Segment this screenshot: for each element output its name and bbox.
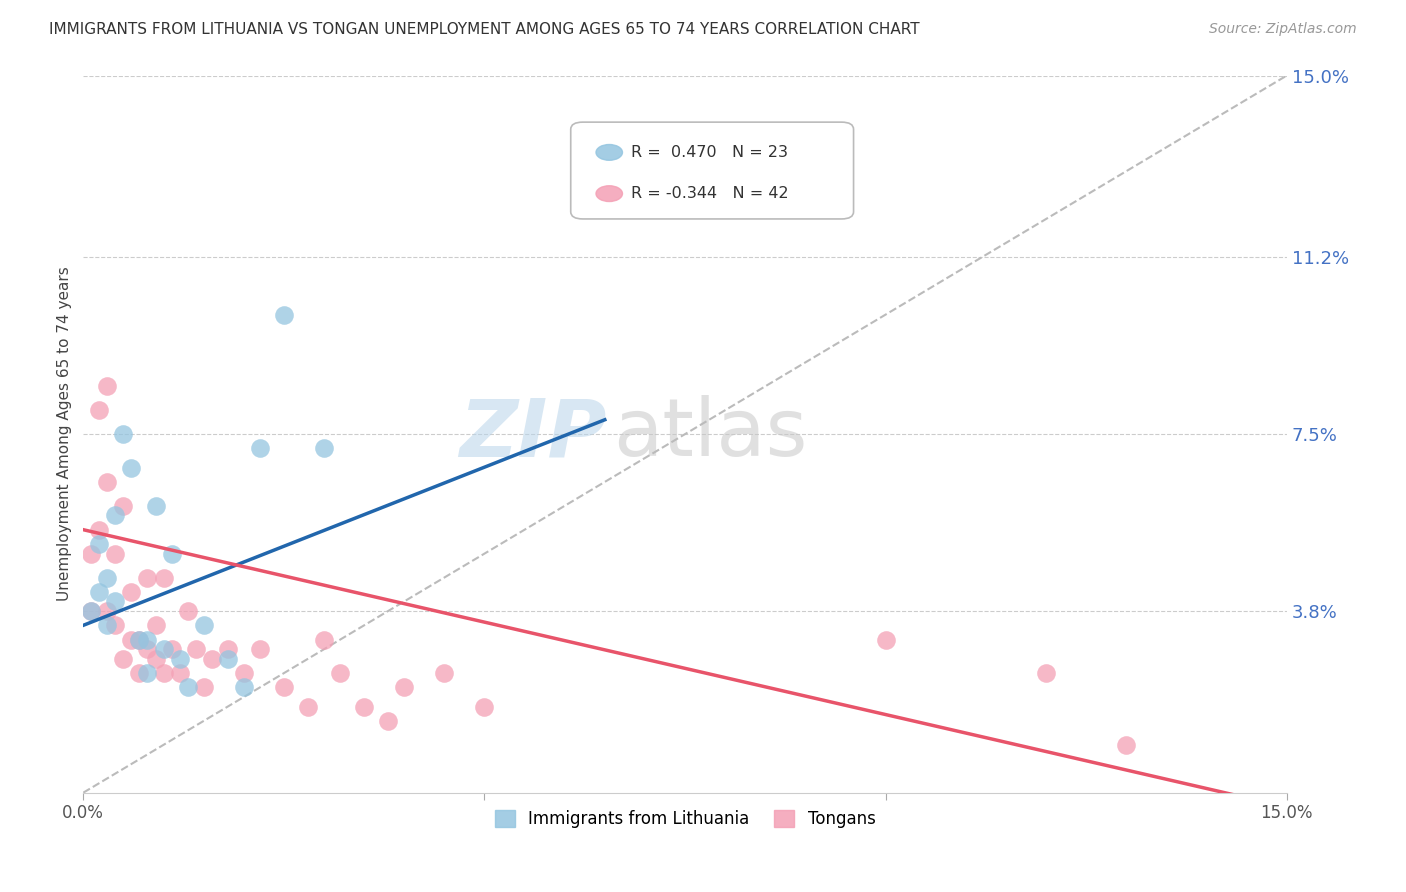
Point (112, 652, 135, 666)
Point (80, 547, 103, 561)
Point (136, 632, 159, 647)
Point (217, 642, 239, 657)
Point (96, 570, 118, 584)
Point (120, 460, 142, 475)
Point (232, 666, 254, 681)
Point (128, 632, 150, 647)
Point (152, 570, 174, 584)
FancyBboxPatch shape (571, 122, 853, 219)
Point (96, 618, 118, 632)
Point (89, 585, 111, 599)
Point (89, 403, 111, 417)
Point (104, 508, 127, 523)
Point (160, 642, 183, 657)
Text: R =  0.470   N = 23: R = 0.470 N = 23 (631, 145, 787, 160)
Point (176, 681, 198, 695)
Point (145, 652, 167, 666)
Point (104, 547, 127, 561)
Point (217, 652, 239, 666)
Point (136, 642, 159, 657)
Point (297, 699, 319, 714)
Point (875, 632, 897, 647)
Point (160, 547, 183, 561)
Point (474, 699, 496, 714)
Text: R = -0.344   N = 42: R = -0.344 N = 42 (631, 186, 789, 201)
Point (96, 475, 118, 489)
Y-axis label: Unemployment Among Ages 65 to 74 years: Unemployment Among Ages 65 to 74 years (58, 267, 72, 601)
Point (152, 666, 174, 681)
Point (112, 427, 135, 442)
Point (394, 681, 416, 695)
Point (176, 604, 198, 618)
Point (1115, 738, 1137, 752)
Text: IMMIGRANTS FROM LITHUANIA VS TONGAN UNEMPLOYMENT AMONG AGES 65 TO 74 YEARS CORRE: IMMIGRANTS FROM LITHUANIA VS TONGAN UNEM… (49, 22, 920, 37)
Point (201, 652, 224, 666)
Point (120, 585, 142, 599)
Point (184, 642, 207, 657)
Point (120, 632, 142, 647)
Text: atlas: atlas (613, 395, 807, 473)
Point (89, 537, 111, 551)
Point (312, 442, 335, 456)
Point (433, 666, 456, 681)
Point (145, 618, 167, 632)
Point (136, 666, 159, 681)
Point (329, 666, 352, 681)
Text: Source: ZipAtlas.com: Source: ZipAtlas.com (1209, 22, 1357, 37)
Point (249, 642, 271, 657)
Point (136, 570, 159, 584)
Point (104, 618, 127, 632)
Point (273, 681, 295, 695)
Point (377, 714, 399, 728)
Point (145, 499, 167, 513)
Point (1035, 666, 1057, 681)
Legend: Immigrants from Lithuania, Tongans: Immigrants from Lithuania, Tongans (488, 803, 882, 835)
Point (249, 442, 271, 456)
Point (89, 523, 111, 537)
Point (312, 632, 335, 647)
Point (80, 604, 103, 618)
Point (273, 308, 295, 322)
Point (169, 666, 191, 681)
Point (169, 652, 191, 666)
Point (112, 499, 135, 513)
Point (128, 632, 150, 647)
Point (232, 681, 254, 695)
Point (193, 681, 215, 695)
Point (353, 699, 375, 714)
Circle shape (596, 186, 623, 202)
Point (152, 642, 174, 657)
Point (80, 604, 103, 618)
Circle shape (596, 145, 623, 161)
Point (104, 594, 127, 608)
Point (128, 666, 150, 681)
Text: ZIP: ZIP (460, 395, 607, 473)
Point (96, 379, 118, 393)
Point (96, 604, 118, 618)
Point (193, 618, 215, 632)
